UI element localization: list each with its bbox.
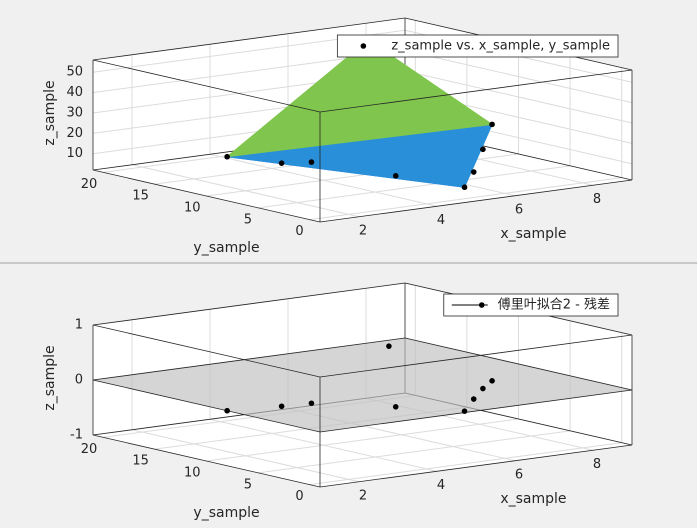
y-tick-label: 20 [81,177,98,192]
y-tick-label: 10 [184,201,201,216]
x-axis-label: x_sample [500,226,566,242]
data-point [489,121,495,128]
data-point [480,146,486,153]
grid-line [258,430,571,474]
data-point [489,378,495,384]
z-tick-label: 40 [66,85,83,100]
legend-box [443,293,619,317]
legend: z_sample vs. x_sample, y_sample [336,34,619,58]
legend-label: 傅里叶拟合2 - 残差 [498,298,610,313]
x-tick-label: 2 [359,488,367,503]
x-tick-label: 8 [593,192,601,207]
data-point [461,408,468,414]
axis-box-edge [92,17,406,61]
grid-line [206,418,519,462]
legend-box [336,34,619,58]
y-axis-label: y_sample [193,240,259,256]
legend-label: z_sample vs. x_sample, y_sample [391,39,610,54]
z-tick-label: 30 [66,105,83,120]
axis-box-edge [92,324,321,378]
z-tick-label: 0 [75,373,83,388]
data-point [278,403,285,410]
y-tick-label: 20 [81,442,98,457]
z-tick-label: 10 [66,146,83,161]
y-tick-label: 5 [244,477,252,492]
data-point [392,403,399,410]
y-tick-label: 15 [132,189,149,204]
y-tick-label: 10 [184,466,201,481]
y-tick-label: 0 [295,489,303,504]
grid-line [309,177,622,221]
grid-line [309,442,622,486]
z-tick-label: -1 [70,428,83,443]
data-point [470,169,477,175]
y-tick-label: 0 [295,224,303,239]
data-point [308,400,315,407]
axis-box-edge [319,69,633,113]
y-tick-label: 15 [132,454,149,469]
grid-line [258,165,571,209]
data-point [224,407,230,414]
z-axis-label: z_sample [42,345,58,410]
grid-line [404,50,633,104]
data-point [470,396,477,402]
grid-line [404,70,633,124]
x-tick-label: 6 [515,467,523,482]
axis-box-edge [92,59,321,113]
surface-patch [225,39,494,158]
axis-box-edge [319,179,633,223]
axis-box-edge [319,444,633,488]
axis-box-edge [319,334,633,378]
legend-marker [360,43,367,49]
z-tick-label: 50 [66,65,83,80]
axis-box-edge [92,282,406,326]
x-tick-label: 8 [593,457,601,472]
z-axis-label: z_sample [42,80,58,145]
legend-marker [478,302,485,308]
y-axis-label: y_sample [193,505,259,521]
legend: 傅里叶拟合2 - 残差 [443,293,619,317]
z-tick-label: 20 [66,126,83,141]
x-axis-label: x_sample [500,491,566,507]
data-point [224,153,230,160]
data-point [480,385,486,392]
data-point [386,343,392,349]
axis-box-edge [92,169,321,223]
x-tick-label: 4 [437,213,445,228]
x-tick-label: 6 [515,202,523,217]
x-tick-label: 4 [437,478,445,493]
data-point [392,173,399,179]
axes: 2 4 6 8 0 5 10 15 20-1 0 1 x_sample y_sample z_sample… [42,282,633,521]
axis-box-edge [92,434,321,488]
z-tick-label: 1 [75,318,83,333]
data-point [308,159,315,165]
data-point [278,160,285,166]
y-tick-label: 5 [244,212,252,227]
x-tick-label: 2 [359,223,367,238]
axes: 2 4 6 8 0 5 10 15 20 10 20 30 40 50 x_sample y_sample z_… [42,17,633,256]
data-point [461,184,468,191]
